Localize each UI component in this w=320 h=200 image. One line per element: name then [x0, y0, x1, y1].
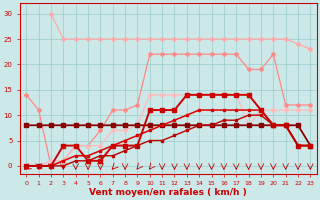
X-axis label: Vent moyen/en rafales ( km/h ): Vent moyen/en rafales ( km/h )	[90, 188, 247, 197]
